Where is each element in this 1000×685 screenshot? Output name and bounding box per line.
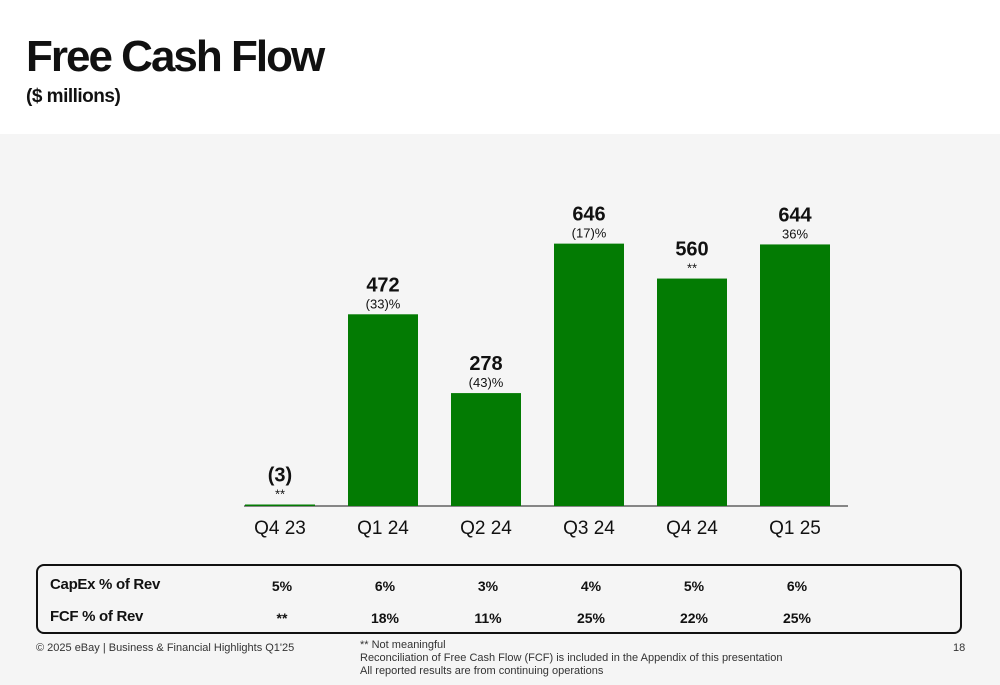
x-tick-label: Q4 24 [666,518,718,539]
data-label: 472 [366,274,399,296]
data-label: 644 [778,204,812,226]
fcf-row: FCF % of Rev ** 18% 11% 25% 22% 25% [38,608,960,632]
footnote: All reported results are from continuing… [360,665,604,677]
fcf-cell: 25% [576,610,606,626]
page-title: Free Cash Flow [26,32,325,81]
growth-label: (43)% [469,375,504,390]
footer-copyright: © 2025 eBay | Business & Financial Highl… [36,642,295,654]
x-tick-label: Q1 25 [769,518,821,539]
capex-cell: 5% [683,578,705,594]
metrics-table: CapEx % of Rev 5% 6% 3% 4% 5% 6% FCF % o… [36,564,962,634]
page-number: 18 [953,642,966,654]
row-label-fcf: FCF % of Rev [50,608,144,625]
fcf-cell: ** [276,610,288,626]
footnote: Reconciliation of Free Cash Flow (FCF) i… [360,652,783,664]
fcf-cell: 11% [474,610,502,626]
data-label: (3) [268,465,292,487]
bar [657,278,727,506]
data-label: 646 [572,204,605,226]
capex-cell: 3% [477,578,499,594]
fcf-cell: 22% [679,610,709,626]
x-tick-label: Q4 23 [254,518,306,539]
bar [451,393,521,506]
capex-cell: 4% [580,578,602,594]
x-tick-label: Q2 24 [460,518,512,539]
growth-label: (17)% [572,226,607,241]
capex-cell: 6% [374,578,396,594]
data-label: 560 [675,239,708,261]
chart-panel: (3) ** Q4 23 472 (33)% Q1 24 278 (43)% Q2 24 646(… [0,134,1000,685]
bar [554,243,624,506]
footnote: ** Not meaningful [360,639,446,651]
capex-row: CapEx % of Rev 5% 6% 3% 4% 5% 6% [38,576,960,600]
x-tick-label: Q3 24 [563,518,615,539]
bar [760,244,830,506]
growth-label: ** [275,487,285,502]
footnotes: ** Not meaningful Reconciliation of Free… [360,639,783,678]
bar [245,504,315,506]
capex-cell: 6% [786,578,808,594]
fcf-cell: 25% [782,610,812,626]
growth-label: (33)% [366,296,401,311]
growth-label: ** [687,261,697,276]
fcf-cell: 18% [370,610,400,626]
capex-cell: 5% [271,578,293,594]
page-subtitle: ($ millions) [26,86,121,107]
bar [348,314,418,506]
row-label-capex: CapEx % of Rev [50,576,160,593]
data-label: 278 [469,353,502,375]
x-tick-label: Q1 24 [357,518,409,539]
growth-label: 36% [782,226,808,241]
